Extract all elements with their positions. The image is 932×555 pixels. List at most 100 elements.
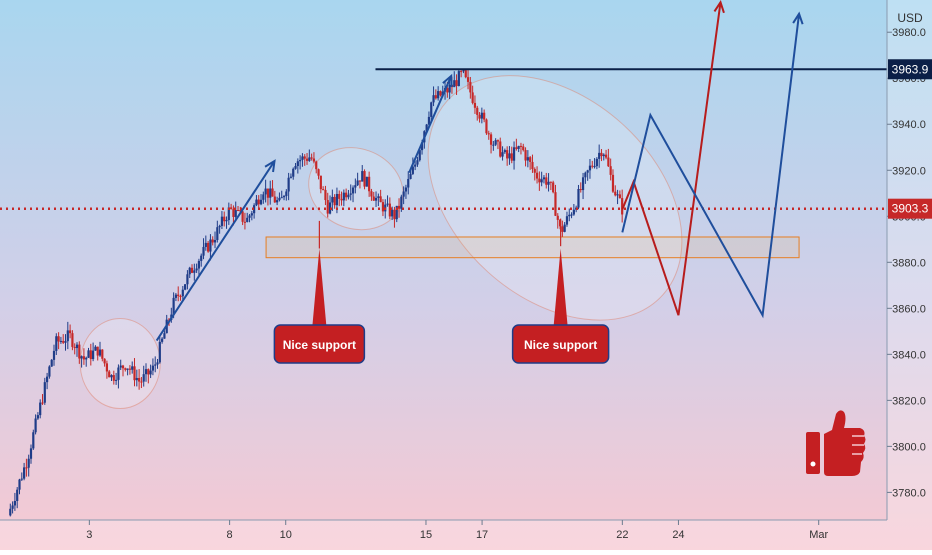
candle-body [223,216,226,222]
candle-body [292,168,295,177]
candle-body [480,112,483,119]
candle-body [317,169,320,176]
candle-body [131,366,134,370]
candle-body [269,188,272,198]
support-badge [511,324,610,364]
candle-body [335,193,339,206]
candle-body [533,169,536,173]
resistance-price-text: 3963.9 [892,62,929,76]
candle-body [11,505,14,509]
candle-body [29,448,33,459]
candle-body [471,92,474,103]
candle-body [540,179,543,183]
candle-body [48,366,51,377]
candle-body [354,185,357,188]
candle-body [508,153,511,159]
candle-body [13,501,17,506]
candle-body [264,188,267,195]
candle-body [379,196,382,203]
candle-body [515,147,518,149]
y-tick-label: 3840.0 [892,349,926,361]
candle-body [460,71,463,73]
candle-body [478,114,481,119]
candle-body [315,161,318,170]
candle-body [282,196,286,198]
support-callout-1: Nice support [273,248,366,364]
projection-red-arrow-head [713,0,725,14]
candle-body [347,194,350,198]
candle-body [285,191,288,197]
candle-body [69,330,72,334]
x-tick-label: 3 [86,529,92,541]
candle-body [246,217,249,222]
candle-body [253,205,256,214]
candle-body [519,145,523,147]
candle-body [20,478,23,480]
support-callout-2: Nice support [511,248,610,364]
candle-body [278,197,281,201]
y-tick-label: 3780.0 [892,487,926,499]
candle-body [607,157,610,167]
candle-body [112,375,115,381]
currency-label: USD [897,11,923,25]
candle-body [218,225,221,228]
candle-body [466,77,470,82]
candle-body [195,268,198,271]
candle-body [213,240,217,243]
candle-body [427,116,431,125]
x-tick-label: Mar [809,529,828,541]
candle-body [395,205,398,220]
candle-body [338,193,341,199]
candle-body [248,215,251,218]
callout-pointer [312,248,327,326]
candle-body [236,210,240,212]
thumbs-up-icon [806,410,866,476]
candle-body [128,368,132,370]
candle-body [92,350,95,360]
candle-body [255,199,258,206]
candle-body [66,330,69,342]
candle-body [207,242,210,252]
candle-body [526,157,529,161]
candle-body [144,369,148,375]
candle-body [570,214,573,216]
candle-body [52,350,56,360]
candle-body [397,205,401,209]
candle-body [430,102,433,117]
candle-body [262,194,265,200]
candle-body [140,381,143,383]
candle-body [117,367,120,380]
candle-body [299,159,302,162]
support-zone [265,236,800,259]
candle-body [71,333,74,347]
candle-body [614,191,617,196]
thumb-hand [824,410,866,476]
candle-body [41,402,44,404]
candle-body [618,194,621,199]
candle-body [545,177,548,185]
candle-body [280,197,283,199]
y-tick-label: 3820.0 [892,395,926,407]
candle-body [179,296,182,298]
x-tick-label: 8 [227,529,233,541]
y-tick-label: 3980.0 [892,27,926,39]
candle-body [485,119,488,134]
candle-body [98,349,102,356]
candle-body [241,211,244,222]
callout-pointer [553,248,568,326]
candle-body [308,157,311,161]
candle-body [374,197,378,201]
candle-body [211,239,214,243]
candle-body [489,134,493,145]
candle-body [193,270,196,273]
y-tick-label: 3940.0 [892,119,926,131]
candle-body [579,189,582,191]
resistance-price-badge [888,59,932,80]
candle-body [89,350,92,360]
x-axis-panel [0,520,932,550]
candle-body [32,432,35,449]
candle-body [434,95,437,99]
candle-body [598,152,601,159]
candle-body [372,196,375,201]
